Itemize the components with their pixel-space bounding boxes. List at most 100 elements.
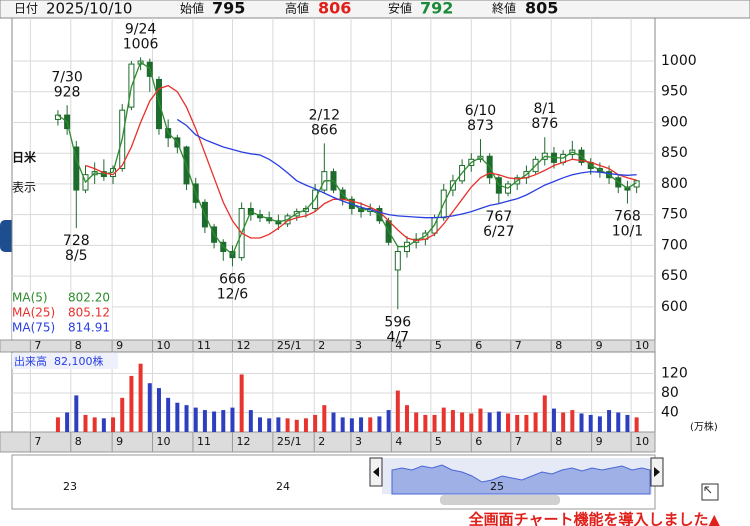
x-tick-label: 10 bbox=[635, 339, 649, 352]
volume-bar bbox=[313, 414, 318, 432]
volume-bar bbox=[349, 418, 354, 432]
x-tick-label: 4 bbox=[395, 435, 402, 448]
volume-bar bbox=[469, 413, 474, 432]
month-row bbox=[0, 431, 656, 453]
volume-bar bbox=[221, 410, 226, 432]
volume-bar bbox=[331, 412, 336, 432]
annotation-date: 8/1 bbox=[534, 101, 557, 117]
x-tick-label: 9 bbox=[596, 435, 603, 448]
header-label: 安値 bbox=[388, 1, 412, 16]
volume-bar bbox=[561, 412, 566, 432]
volume-bar bbox=[496, 411, 501, 432]
volume-bar bbox=[450, 410, 455, 432]
volume-bar bbox=[276, 417, 281, 432]
volume-bar bbox=[579, 413, 584, 432]
x-tick-label: 4 bbox=[395, 339, 402, 352]
legend-value: 814.91 bbox=[68, 321, 110, 335]
x-tick-label: 7 bbox=[515, 339, 522, 352]
x-tick-label: 10 bbox=[635, 435, 649, 448]
y-tick-label: 600 bbox=[661, 299, 688, 315]
volume-bar bbox=[607, 410, 612, 432]
x-tick-label: 7 bbox=[515, 435, 522, 448]
volume-bar bbox=[175, 402, 180, 432]
y-tick-label: 850 bbox=[661, 145, 688, 161]
y-tick-label: 700 bbox=[661, 237, 688, 253]
navigator-label: 24 bbox=[276, 480, 290, 493]
annotation-value: 728 bbox=[63, 233, 90, 249]
volume-bar bbox=[55, 417, 60, 432]
x-tick-label: 5 bbox=[435, 435, 442, 448]
annotation-value: 666 bbox=[219, 271, 246, 287]
x-tick-label: 9 bbox=[596, 339, 603, 352]
y-tick-label: 40 bbox=[661, 404, 679, 420]
scrollbar[interactable] bbox=[440, 495, 560, 505]
volume-title-bg bbox=[12, 353, 118, 369]
x-tick-label: 6 bbox=[475, 339, 482, 352]
volume-bar bbox=[487, 412, 492, 432]
volume-bar bbox=[414, 412, 419, 432]
volume-bar bbox=[230, 407, 235, 432]
candle-body bbox=[394, 251, 401, 271]
volume-bar bbox=[212, 411, 217, 432]
x-tick-label: 12 bbox=[236, 339, 250, 352]
x-tick-label: 12 bbox=[236, 435, 250, 448]
volume-bar bbox=[83, 414, 88, 432]
x-tick-label: 8 bbox=[75, 435, 82, 448]
side-label: 日米 bbox=[12, 150, 37, 165]
navigator-area bbox=[391, 464, 651, 495]
volume-bar bbox=[515, 414, 520, 432]
volume-bar bbox=[138, 363, 143, 432]
navigator bbox=[11, 454, 719, 510]
x-tick-label: 11 bbox=[197, 339, 211, 352]
x-tick-label: 3 bbox=[355, 435, 362, 448]
x-tick-label: 8 bbox=[75, 339, 82, 352]
annotation-value: 928 bbox=[54, 84, 81, 100]
annotation-date: 10/1 bbox=[612, 224, 643, 240]
header-value: 2025/10/10 bbox=[46, 0, 132, 18]
y-tick-label: 800 bbox=[661, 176, 688, 192]
volume-bar bbox=[193, 407, 198, 432]
volume-title: 出来高 bbox=[14, 354, 47, 368]
y-tick-label: 120 bbox=[661, 365, 688, 381]
x-tick-label: 6 bbox=[475, 435, 482, 448]
volume-bar bbox=[551, 408, 556, 432]
x-tick-label: 25/1 bbox=[277, 435, 302, 448]
volume-bar bbox=[184, 405, 189, 432]
ma-line bbox=[176, 118, 637, 219]
x-tick-label: 8 bbox=[555, 339, 562, 352]
volume-bar bbox=[258, 417, 263, 432]
volume-bar bbox=[202, 410, 207, 432]
header-label: 終値 bbox=[492, 1, 516, 16]
annotation-date: 6/27 bbox=[483, 224, 514, 240]
legend-box bbox=[12, 291, 112, 339]
volume-bar bbox=[340, 417, 345, 432]
annotation-value: 767 bbox=[485, 209, 512, 225]
legend-name: MA(25) bbox=[12, 306, 55, 320]
y-tick-label: 950 bbox=[661, 84, 688, 100]
x-tick-label: 8 bbox=[555, 435, 562, 448]
footer-notice[interactable]: 全画面チャート機能を導入しました▲ bbox=[469, 511, 721, 526]
x-tick-label: 9 bbox=[116, 435, 123, 448]
x-tick-label: 5 bbox=[435, 339, 442, 352]
annotation-date: 4/7 bbox=[387, 329, 410, 345]
navigator-label: 25 bbox=[490, 480, 504, 493]
volume-bar bbox=[533, 412, 538, 432]
annotation-date: 6/10 bbox=[465, 103, 496, 119]
volume-bar bbox=[101, 418, 106, 432]
volume-bar bbox=[285, 418, 290, 432]
volume-bar bbox=[294, 419, 299, 432]
x-tick-label: 7 bbox=[34, 435, 41, 448]
navigator-label: 23 bbox=[63, 480, 77, 493]
annotation-date: 7/30 bbox=[51, 69, 82, 85]
volume-bar bbox=[267, 418, 272, 432]
volume-bar bbox=[377, 416, 382, 432]
x-tick-label: 25/1 bbox=[277, 339, 302, 352]
handle-arrow bbox=[654, 467, 660, 477]
volume-bar bbox=[303, 418, 308, 432]
volume-bar bbox=[156, 388, 161, 432]
y-tick-label: 750 bbox=[661, 207, 688, 223]
x-tick-label: 2 bbox=[318, 339, 325, 352]
volume-bar bbox=[478, 408, 483, 432]
header-label: 日付 bbox=[14, 2, 38, 16]
legend-value: 802.20 bbox=[68, 291, 110, 305]
